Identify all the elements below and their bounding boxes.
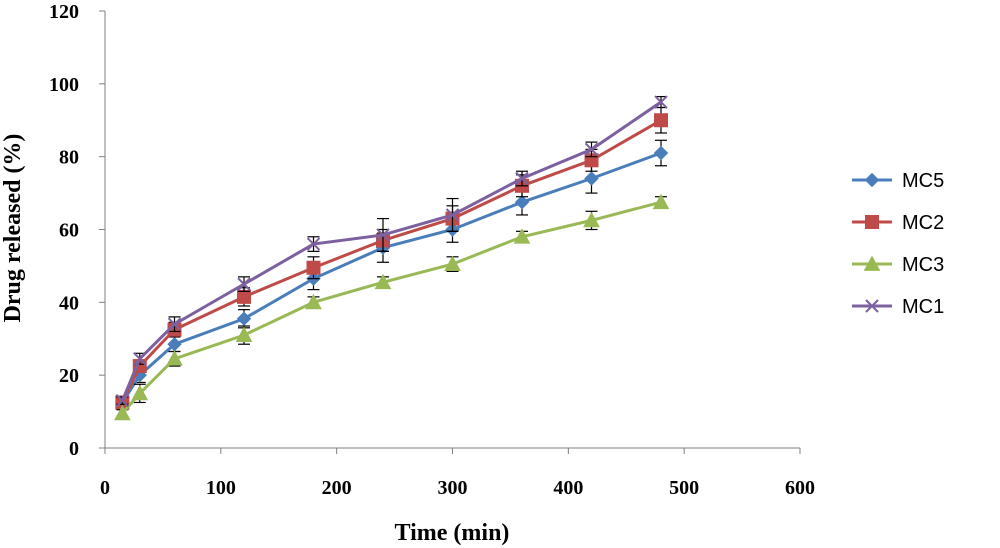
marker-stroke [237, 277, 251, 291]
data-point [445, 208, 460, 222]
series-layer [114, 95, 670, 421]
y-tick-label: 40 [59, 292, 79, 314]
data-point [306, 260, 321, 275]
x-tick-label: 300 [438, 477, 468, 499]
data-point [515, 171, 529, 186]
legend-label: MC1 [902, 296, 944, 318]
x-axis-title: Time (min) [395, 520, 510, 546]
legend-item-mc2: MC2 [852, 212, 944, 234]
marker-stroke [865, 299, 879, 313]
data-point [237, 277, 251, 291]
x-tick-label: 600 [785, 477, 815, 499]
y-axis-title: Drug released (%) [0, 134, 26, 323]
legend-marker [865, 299, 879, 313]
data-point [653, 145, 669, 161]
y-tick-label: 20 [59, 365, 79, 387]
data-point [114, 404, 131, 421]
marker-stroke [306, 237, 321, 251]
data-point [133, 352, 147, 366]
series-line [121, 200, 662, 415]
data-point [584, 171, 599, 186]
data-point [444, 255, 461, 271]
legend: MC5 MC2 MC3 MC1 [852, 170, 944, 318]
data-point [652, 193, 670, 210]
x-tick-label: 400 [553, 477, 583, 499]
x-tick-label: 100 [206, 477, 236, 499]
marker-stroke [584, 142, 599, 157]
legend-label: MC5 [902, 170, 944, 192]
data-point [654, 95, 668, 109]
data-point [305, 293, 322, 310]
series-mc3 [114, 193, 670, 421]
legend-marker [865, 215, 879, 229]
x-tick-label: 500 [669, 477, 699, 499]
legend-label: MC3 [902, 254, 944, 276]
marker-stroke [376, 228, 390, 242]
marker-stroke [115, 393, 130, 408]
data-point [235, 326, 253, 342]
legend-label: MC2 [902, 212, 944, 234]
marker-stroke [445, 208, 460, 222]
data-point [115, 393, 130, 408]
legend-item-mc1: MC1 [852, 296, 944, 318]
axes: 0 20 40 60 80 100 120 0 100 200 300 400 500 600 [49, 1, 815, 499]
x-tick-label: 0 [100, 477, 110, 499]
data-point [583, 211, 600, 228]
data-point [131, 384, 149, 401]
series-mc5 [115, 139, 669, 410]
marker-stroke [515, 171, 529, 186]
data-point [166, 350, 183, 366]
series-line [120, 100, 662, 402]
y-tick-label: 0 [69, 438, 79, 460]
y-tick-label: 60 [59, 220, 79, 242]
data-point [306, 237, 321, 251]
legend-marker [864, 172, 880, 188]
series-line [121, 118, 662, 404]
legend-item-mc3: MC3 [852, 254, 944, 276]
data-point [376, 228, 390, 242]
y-tick-label: 80 [59, 147, 79, 169]
marker-stroke [133, 352, 147, 366]
series-line [121, 151, 662, 404]
legend-marker [863, 255, 881, 271]
y-tick-label: 100 [49, 74, 79, 96]
y-tick-label: 120 [49, 1, 79, 23]
marker-stroke [167, 317, 182, 331]
x-tick-label: 200 [322, 477, 352, 499]
data-point [584, 142, 599, 157]
data-point [236, 311, 252, 326]
data-point [654, 113, 668, 128]
marker-stroke [654, 95, 668, 109]
series-mc1 [115, 95, 668, 408]
data-point [237, 289, 251, 304]
data-point [513, 228, 531, 244]
data-point [374, 273, 392, 290]
data-point [167, 317, 182, 331]
data-point [514, 194, 530, 210]
legend-item-mc5: MC5 [852, 170, 944, 192]
